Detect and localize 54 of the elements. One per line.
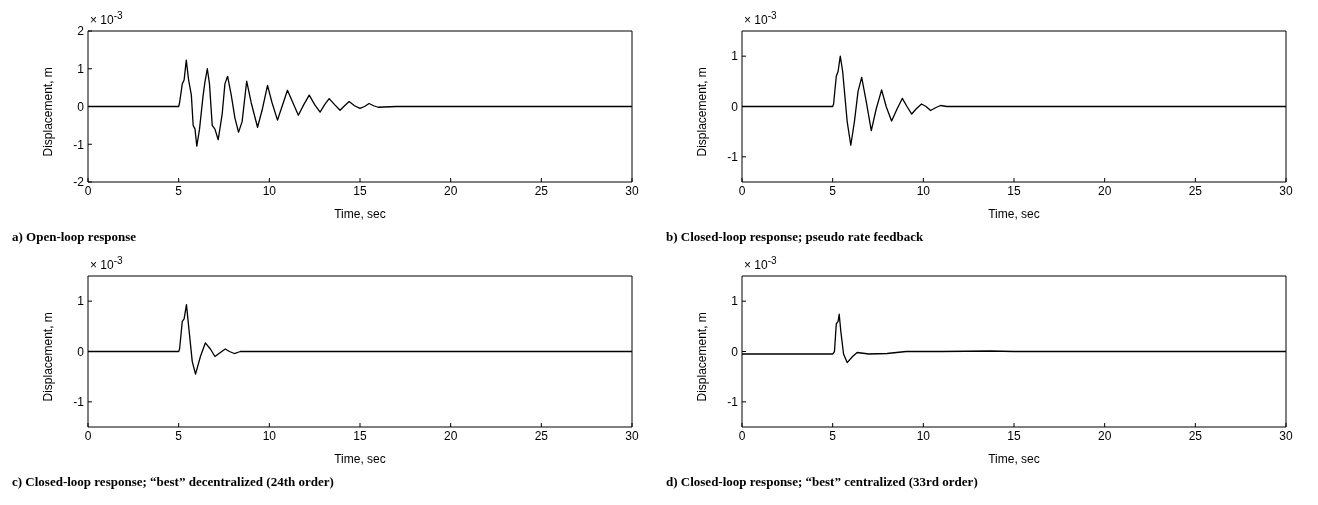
- y-axis-title: Displacement, m: [41, 67, 56, 157]
- y-tick-label: -1: [727, 395, 739, 410]
- x-tick-label: 30: [625, 428, 639, 443]
- x-tick-label: 10: [262, 183, 277, 198]
- x-tick-label: 20: [443, 428, 458, 443]
- x-tick-label: 5: [175, 183, 183, 198]
- x-axis-title: Time, sec: [988, 207, 1040, 221]
- x-tick-label: 30: [1279, 428, 1293, 443]
- y-tick-label: 0: [731, 344, 739, 359]
- x-tick-label: 5: [829, 428, 837, 443]
- y-tick-label: -2: [73, 175, 85, 190]
- x-axis-title: Time, sec: [334, 207, 386, 221]
- x-tick-label: 15: [353, 428, 367, 443]
- x-tick-label: 10: [262, 428, 277, 443]
- text: × 10$^{-3}$: [90, 255, 123, 272]
- y-tick-label: 0: [731, 99, 739, 114]
- y-axis-title: Displacement, m: [695, 312, 710, 402]
- x-axis-title: Time, sec: [334, 452, 386, 466]
- x-tick-label: 25: [534, 428, 549, 443]
- y-tick-label: -1: [727, 150, 739, 165]
- text: × 10$^{-3}$: [744, 255, 777, 272]
- y-tick-label: 0: [77, 99, 85, 114]
- y-tick-label: 2: [77, 24, 85, 39]
- x-tick-label: 5: [829, 183, 837, 198]
- x-tick-label: 15: [1007, 183, 1021, 198]
- x-axis-title: Time, sec: [988, 452, 1040, 466]
- y-tick-label: -1: [73, 137, 85, 152]
- y-tick-label: 1: [77, 62, 85, 77]
- text: × 10$^{-3}$: [90, 10, 123, 27]
- x-tick-label: 25: [1188, 428, 1203, 443]
- y-tick-label: -1: [73, 395, 85, 410]
- x-tick-label: 25: [1188, 183, 1203, 198]
- x-tick-label: 30: [625, 183, 639, 198]
- x-tick-label: 20: [1097, 183, 1112, 198]
- x-tick-label: 15: [353, 183, 367, 198]
- y-tick-label: 1: [77, 294, 85, 309]
- text: b) Closed-loop response; pseudo rate feedback: [666, 229, 924, 245]
- x-tick-label: 15: [1007, 428, 1021, 443]
- text: d) Closed-loop response; “best” centralized (33rd order): [666, 474, 978, 490]
- x-tick-label: 20: [443, 183, 458, 198]
- y-tick-label: 0: [77, 344, 85, 359]
- text: × 10$^{-3}$: [744, 10, 777, 27]
- y-tick-label: 1: [731, 49, 739, 64]
- text: c) Closed-loop response; “best” decentralized (24th order): [12, 474, 334, 490]
- text: a) Open-loop response: [12, 229, 136, 245]
- x-tick-label: 10: [916, 428, 931, 443]
- y-axis-title: Displacement, m: [41, 312, 56, 402]
- x-tick-label: 25: [534, 183, 549, 198]
- x-tick-label: 30: [1279, 183, 1293, 198]
- y-axis-title: Displacement, m: [695, 67, 710, 157]
- x-tick-label: 20: [1097, 428, 1112, 443]
- x-tick-label: 5: [175, 428, 183, 443]
- x-tick-label: 10: [916, 183, 931, 198]
- y-tick-label: 1: [731, 294, 739, 309]
